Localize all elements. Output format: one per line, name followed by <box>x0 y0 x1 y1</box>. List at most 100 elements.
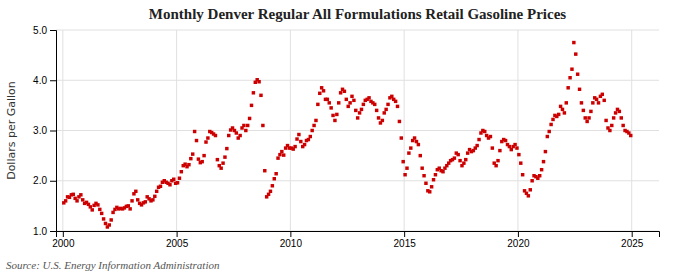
grid-line-y <box>56 80 659 81</box>
scatter-point <box>189 157 192 160</box>
scatter-point <box>329 106 332 109</box>
grid-line-x <box>631 30 632 231</box>
scatter-point <box>356 116 359 119</box>
scatter-point <box>108 223 111 226</box>
scatter-point <box>235 131 238 134</box>
scatter-point <box>354 109 357 112</box>
scatter-point <box>456 153 459 156</box>
scatter-point <box>223 155 226 158</box>
scatter-point <box>494 164 497 167</box>
x-tick: 2005 <box>166 231 189 249</box>
scatter-point <box>79 193 82 196</box>
scatter-point <box>128 207 131 210</box>
scatter-point <box>565 101 568 104</box>
chart-container: 2000200520102015202020251.02.03.04.05.0M… <box>0 0 675 275</box>
scatter-point <box>629 134 632 137</box>
grid-line-x <box>62 30 63 231</box>
scatter-point <box>278 153 281 156</box>
scatter-point <box>90 208 93 211</box>
scatter-point <box>343 90 346 93</box>
grid-line-y <box>56 180 659 181</box>
scatter-point <box>250 104 253 107</box>
scatter-point <box>563 111 566 114</box>
scatter-point <box>570 67 573 70</box>
scatter-point <box>618 110 621 113</box>
scatter-point <box>582 109 585 112</box>
y-tick-mark <box>50 80 56 81</box>
scatter-point <box>424 182 427 185</box>
scatter-point <box>546 135 549 138</box>
scatter-point <box>362 103 365 106</box>
grid <box>56 30 659 231</box>
scatter-point <box>309 135 312 138</box>
scatter-point <box>98 208 101 211</box>
scatter-point <box>597 101 600 104</box>
scatter-point <box>331 114 334 117</box>
scatter-point <box>263 169 266 172</box>
scatter-point <box>568 76 571 79</box>
scatter-point <box>578 88 581 91</box>
x-tick-mark <box>632 231 633 237</box>
scatter-point <box>151 198 154 201</box>
scatter-point <box>521 173 524 176</box>
y-tick-mark <box>50 231 56 232</box>
grid-line-x <box>176 30 177 231</box>
scatter-point <box>475 144 478 147</box>
scatter-point <box>187 163 190 166</box>
scatter-point <box>489 135 492 138</box>
scatter-point <box>267 193 270 196</box>
scatter-point <box>335 113 338 116</box>
scatter-point <box>360 108 363 111</box>
grid-line-y <box>56 30 659 31</box>
scatter-point <box>394 100 397 103</box>
scatter-point <box>322 89 325 92</box>
scatter-point <box>180 170 183 173</box>
x-axis-line <box>57 232 660 238</box>
x-tick: 2020 <box>507 231 530 249</box>
scatter-point <box>498 149 501 152</box>
scatter-point <box>576 72 579 75</box>
y-tick-mark <box>50 181 56 182</box>
scatter-point <box>401 160 404 163</box>
scatter-point <box>381 119 384 122</box>
y-tick-label: 3.0 <box>33 125 47 136</box>
scatter-point <box>403 173 406 176</box>
scatter-point <box>390 95 393 98</box>
scatter-point <box>238 134 241 137</box>
scatter-point <box>219 166 222 169</box>
scatter-point <box>274 172 277 175</box>
scatter-point <box>430 185 433 188</box>
scatter-point <box>72 193 75 196</box>
scatter-point <box>566 86 569 89</box>
scatter-point <box>252 91 255 94</box>
scatter-point <box>517 153 520 156</box>
scatter-point <box>227 134 230 137</box>
scatter-point <box>214 134 217 137</box>
scatter-point <box>420 166 423 169</box>
scatter-point <box>583 116 586 119</box>
scatter-point <box>159 185 162 188</box>
x-tick-mark <box>518 231 519 237</box>
scatter-point <box>515 146 518 149</box>
scatter-point <box>109 218 112 221</box>
scatter-point <box>328 101 331 104</box>
scatter-point <box>529 188 532 191</box>
scatter-point <box>271 184 274 187</box>
scatter-point <box>259 94 262 97</box>
scatter-point <box>602 99 605 102</box>
x-axis: 200020052010201520202025 <box>52 231 659 249</box>
scatter-point <box>561 108 564 111</box>
plot-area <box>62 41 632 229</box>
scatter-point <box>434 173 437 176</box>
scatter-point <box>261 124 264 127</box>
scatter-point <box>358 111 361 114</box>
scatter-point <box>542 160 545 163</box>
scatter-point <box>244 129 247 132</box>
scatter-point <box>398 120 401 123</box>
scatter-point <box>508 145 511 148</box>
y-tick-label: 2.0 <box>33 175 47 186</box>
scatter-point <box>557 113 560 116</box>
scatter-point <box>375 109 378 112</box>
scatter-point <box>206 136 209 139</box>
scatter-point <box>153 195 156 198</box>
